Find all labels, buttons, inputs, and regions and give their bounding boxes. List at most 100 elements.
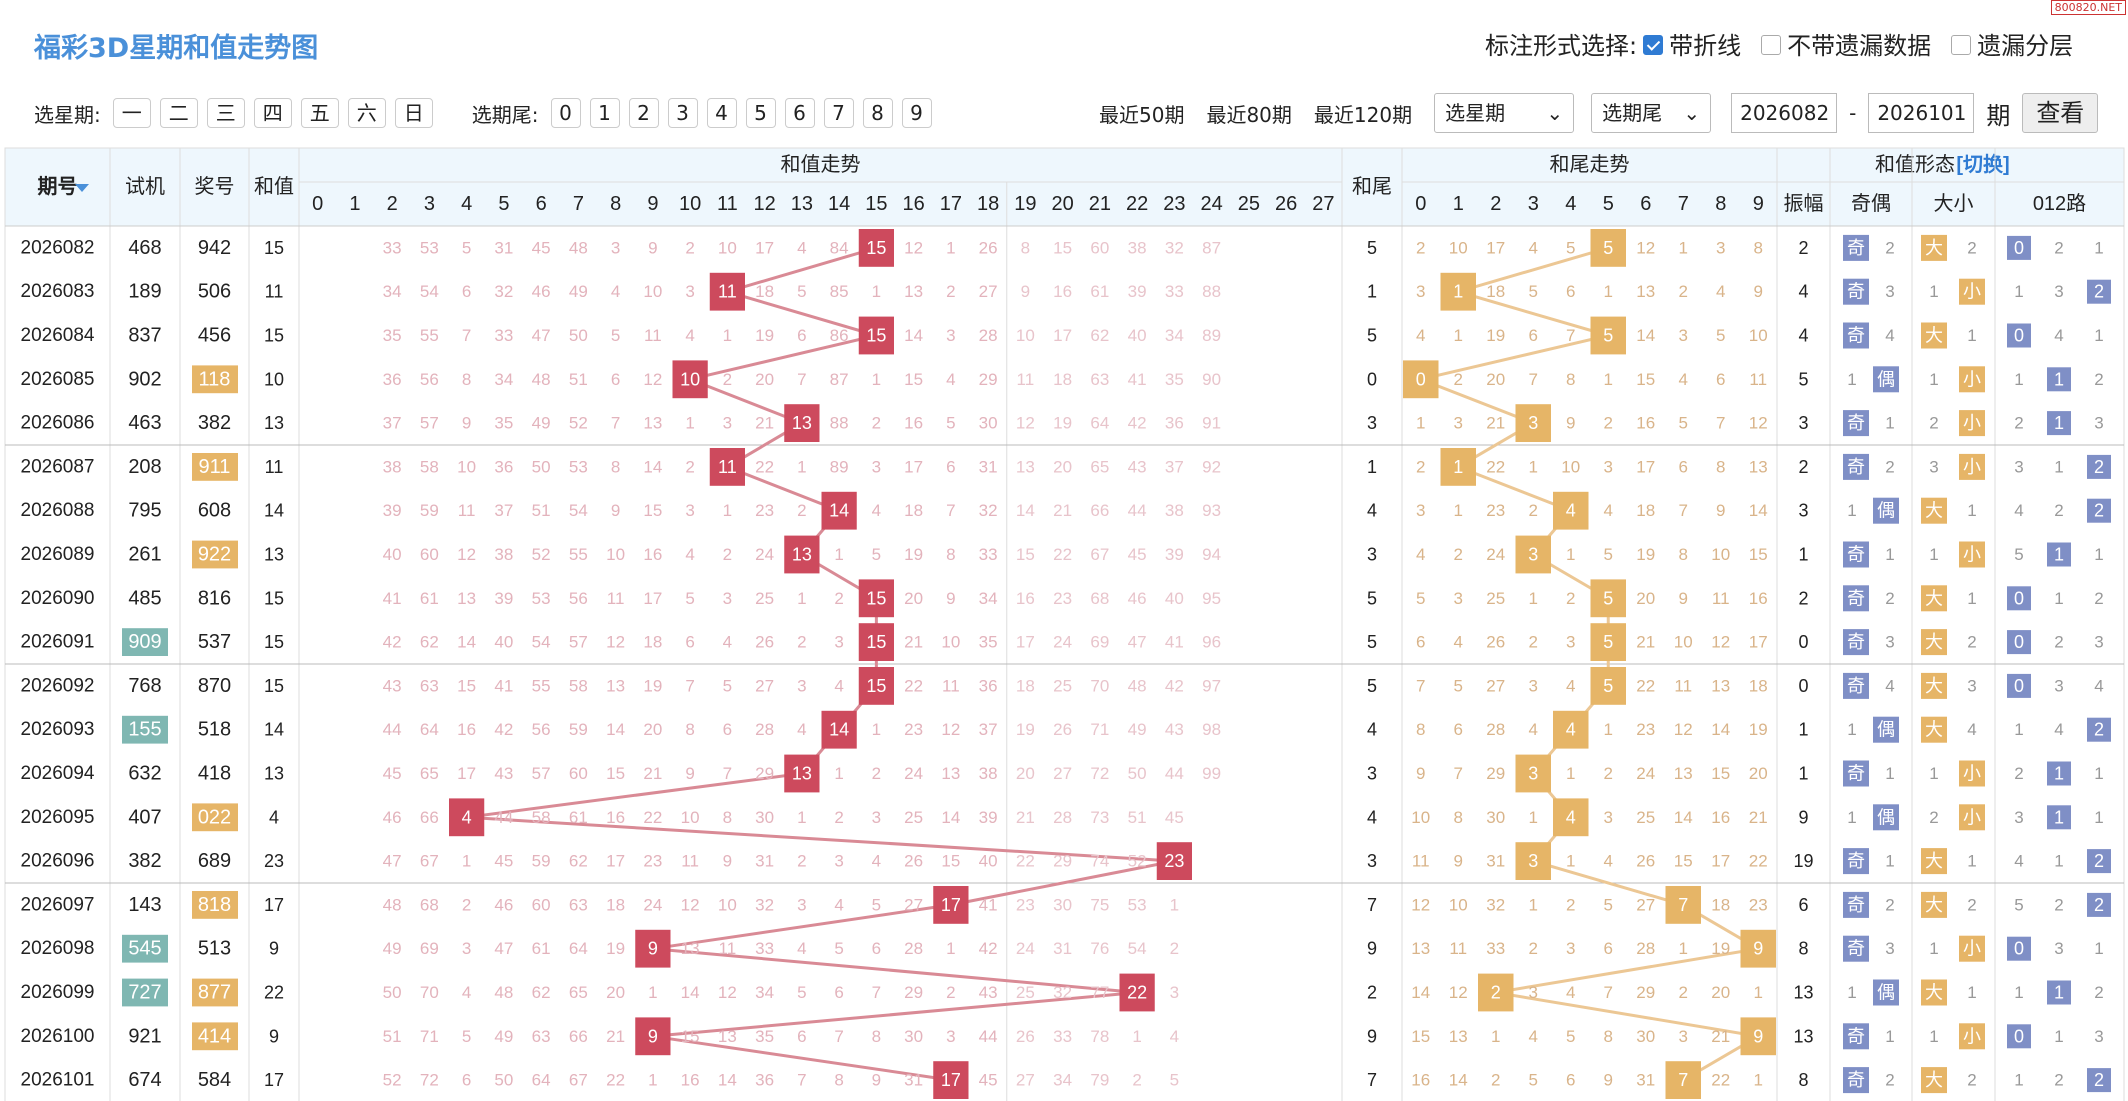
tail-hit-ball (1740, 1017, 1776, 1056)
tail-button-8[interactable]: 8 (862, 98, 893, 128)
tail-miss-value: 2 (1604, 414, 1613, 433)
route-miss: 2 (2014, 414, 2023, 433)
checkbox-miss-layer[interactable] (1951, 34, 1972, 55)
big-small-value: 大 (1925, 326, 1943, 346)
sum-miss-value: 91 (1202, 414, 1221, 433)
tail-miss-value: 4 (1454, 633, 1463, 652)
weekday-button-6[interactable]: 六 (347, 98, 386, 128)
big-small-value: 大 (1925, 1070, 1943, 1090)
amplitude-cell: 2 (1798, 238, 1808, 258)
page-title: 福彩3D星期和值走势图 (34, 33, 319, 64)
sum-miss-value: 11 (458, 501, 476, 520)
big-small-mark (1959, 1023, 1985, 1050)
tail-button-7[interactable]: 7 (823, 98, 854, 128)
sum-miss-value: 2 (723, 370, 732, 389)
tail-hit-value: 4 (1566, 807, 1576, 827)
checkbox-polyline[interactable] (1643, 34, 1664, 55)
sum-miss-value: 57 (532, 764, 551, 783)
query-button[interactable]: 查看 (2022, 93, 2099, 133)
sum-miss-value: 16 (904, 414, 923, 433)
checkbox-no-miss-data[interactable] (1761, 34, 1782, 55)
recent-120-link[interactable]: 最近120期 (1313, 102, 1413, 127)
tail-miss-value: 11 (1674, 676, 1692, 695)
table-header-bg (5, 148, 2124, 226)
issue-cell: 2026092 (21, 675, 95, 696)
weekday-button-2[interactable]: 二 (159, 98, 198, 128)
tail-cell: 0 (1367, 369, 1377, 389)
weekday-button-4[interactable]: 四 (253, 98, 292, 128)
recent-50-link[interactable]: 最近50期 (1099, 102, 1185, 127)
sum-miss-value: 3 (723, 414, 732, 433)
sum-cell: 11 (265, 282, 284, 302)
display-options-label: 标注形式选择: (1485, 32, 1638, 60)
big-small-mark (1959, 366, 1985, 393)
tail-hit-value: 7 (1678, 895, 1688, 915)
sum-miss-value: 44 (979, 1027, 998, 1046)
sum-miss-value: 5 (611, 326, 620, 345)
sum-miss-value: 31 (979, 457, 998, 476)
odd-even-mark (1843, 848, 1869, 875)
big-small-value: 小 (1963, 413, 1981, 433)
sum-miss-value: 42 (1128, 414, 1147, 433)
tail-miss-value: 4 (1529, 1027, 1538, 1046)
weekday-button-7[interactable]: 日 (394, 98, 433, 128)
tail-button-5[interactable]: 5 (745, 98, 776, 128)
tail-hit-value: 4 (1566, 720, 1576, 740)
issue-cell: 2026098 (21, 938, 95, 959)
prize-cell: 689 (198, 850, 231, 872)
tail-button-2[interactable]: 2 (628, 98, 659, 128)
tail-button-6[interactable]: 6 (784, 98, 815, 128)
route-mark (2007, 936, 2031, 961)
option-no-miss-label[interactable]: 不带遗漏数据 (1787, 32, 1932, 60)
sum-miss-value: 58 (569, 676, 588, 695)
tail-button-3[interactable]: 3 (667, 98, 698, 128)
sum-miss-value: 51 (383, 1027, 402, 1046)
weekday-button-1[interactable]: 一 (112, 98, 151, 128)
tail-button-4[interactable]: 4 (706, 98, 737, 128)
route-miss: 1 (2094, 238, 2103, 257)
route-value: 1 (2054, 983, 2064, 1003)
weekday-select[interactable]: 选星期 ⌄ (1434, 93, 1575, 133)
big-small-value: 小 (1963, 545, 1981, 565)
sum-miss-value: 98 (1202, 720, 1221, 739)
sum-hit-ball (858, 667, 894, 705)
sum-hit-value: 15 (866, 238, 886, 258)
sum-hit-ball (821, 491, 857, 530)
tail-hit-ball (1590, 316, 1626, 355)
weekday-button-5[interactable]: 五 (300, 98, 339, 128)
recent-80-link[interactable]: 最近80期 (1206, 102, 1292, 127)
tail-miss-value: 24 (1486, 545, 1505, 564)
test-cell: 909 (128, 631, 161, 653)
sum-miss-value: 28 (1053, 808, 1072, 827)
tail-select[interactable]: 选期尾 ⌄ (1591, 93, 1712, 133)
big-small-miss: 1 (1967, 589, 1976, 608)
tail-button-9[interactable]: 9 (901, 98, 932, 128)
tail-button-0[interactable]: 0 (550, 98, 581, 128)
sum-miss-value: 9 (946, 589, 955, 608)
sum-miss-value: 28 (755, 720, 774, 739)
tail-miss-value: 15 (1711, 764, 1730, 783)
option-miss-layer-label[interactable]: 遗漏分层 (1977, 32, 2074, 60)
tail-miss-value: 9 (1454, 852, 1463, 871)
route-value: 0 (2014, 676, 2024, 696)
sort-arrow-icon[interactable] (75, 184, 89, 192)
sum-miss-value: 64 (532, 1071, 551, 1090)
sum-miss-value: 1 (872, 720, 881, 739)
odd-even-miss: 1 (1885, 545, 1894, 564)
sum-hit-value: 17 (941, 1070, 961, 1090)
option-polyline-label[interactable]: 带折线 (1669, 32, 1742, 60)
tail-button-1[interactable]: 1 (589, 98, 620, 128)
sum-miss-value: 19 (904, 545, 923, 564)
sum-miss-value: 29 (979, 370, 998, 389)
sum-miss-value: 21 (755, 414, 774, 433)
end-issue-input[interactable]: 2026101 (1868, 93, 1975, 133)
sum-miss-value: 1 (946, 939, 955, 958)
sum-miss-value: 88 (830, 414, 849, 433)
sum-miss-value: 40 (979, 852, 998, 871)
start-issue-input[interactable]: 2026082 (1731, 93, 1838, 133)
weekday-button-3[interactable]: 三 (206, 98, 245, 128)
prize-cell: 608 (198, 500, 231, 522)
sum-miss-value: 6 (685, 633, 694, 652)
prize-cell: 022 (198, 806, 231, 828)
route-mark (2087, 279, 2111, 304)
